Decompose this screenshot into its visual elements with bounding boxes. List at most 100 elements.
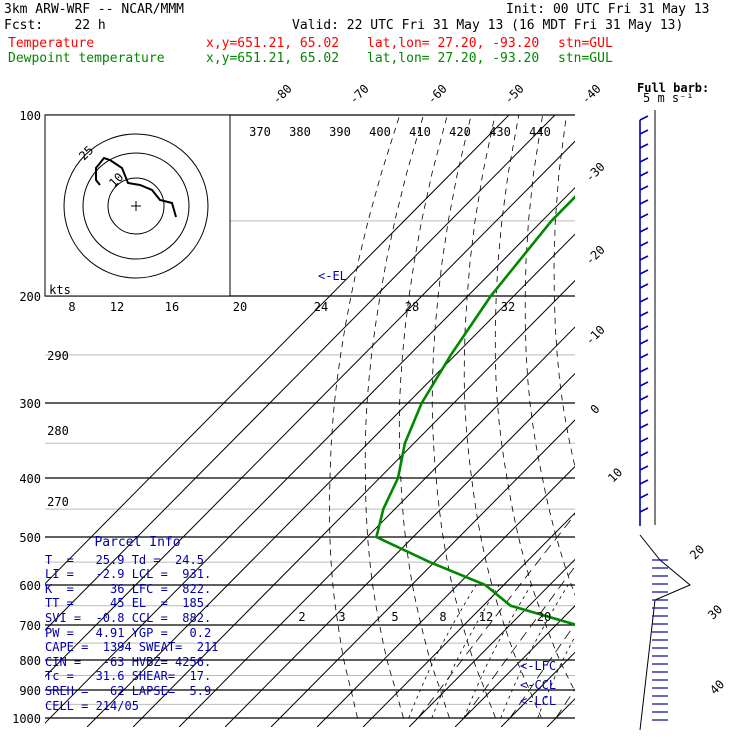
temp-axis-label: 20 xyxy=(687,542,707,562)
wind-barb xyxy=(639,311,649,330)
pressure-label: 800 xyxy=(19,654,41,668)
isotherm xyxy=(593,115,740,727)
wind-barb xyxy=(639,255,649,274)
forecast-hour: Fcst: 22 h xyxy=(4,18,106,33)
isotherm xyxy=(454,605,575,727)
parcel-row: Tc = 31.6 SHEAR= 17. xyxy=(45,669,212,684)
wind-barb xyxy=(639,241,649,260)
wind-barb xyxy=(639,381,649,400)
parcel-row: SREH = 62 LAPSE= 5.9 xyxy=(45,683,212,698)
wind-barb xyxy=(639,129,649,148)
mixing-ratio-label: 8 xyxy=(439,610,446,624)
hodograph-trace xyxy=(95,156,177,218)
temp-axis-label: -70 xyxy=(347,82,372,107)
wind-barb xyxy=(639,465,649,484)
temp-axis-label: -40 xyxy=(579,82,604,107)
xy-readout-1: x,y=651.21, 65.02 xyxy=(206,36,340,51)
mixing-ratio-line xyxy=(584,585,651,718)
init-time: Init: 00 UTC Fri 31 May 13 xyxy=(506,2,710,17)
pressure-label: 100 xyxy=(19,109,41,123)
wind-barb-flag xyxy=(639,297,649,303)
sounding-curves xyxy=(375,115,740,718)
wind-barb xyxy=(639,283,649,302)
theta-left-label: 290 xyxy=(47,349,69,363)
dry-adiabat xyxy=(463,115,542,719)
dry-adiabat xyxy=(431,115,496,719)
dry-adiabat xyxy=(709,115,740,718)
wind-barb xyxy=(639,157,649,176)
wind-barb xyxy=(639,437,649,456)
wind-barb-flag xyxy=(639,171,649,177)
wind-barb-flag xyxy=(639,311,649,317)
legend-dewpoint: Dewpoint temperature xyxy=(8,51,165,66)
dry-adiabat xyxy=(733,115,740,718)
temp-axis-label: -60 xyxy=(425,82,450,107)
mixing-ratio-line xyxy=(408,584,477,719)
wind-barb xyxy=(639,423,649,442)
parcel-row: PW = 4.91 YGP = 0.2 xyxy=(45,625,212,640)
wind-speed-label: 28 xyxy=(405,300,419,314)
temp-axis-label: 40 xyxy=(707,677,727,697)
parcel-row: CELL = 214/05 xyxy=(45,698,139,713)
wind-speed-label: 32 xyxy=(501,300,515,314)
pressure-label: 500 xyxy=(19,531,41,545)
wind-barb xyxy=(639,143,649,162)
legend-temperature: Temperature xyxy=(8,36,95,51)
wind-barb xyxy=(639,367,649,386)
pressure-label: 900 xyxy=(19,684,41,698)
parcel-row: K = 36 LFC = 822. xyxy=(45,581,212,596)
isotherm xyxy=(362,512,575,727)
model-title: 3km ARW-WRF -- NCAR/MMM xyxy=(4,2,185,17)
wind-barb xyxy=(639,171,649,190)
parcel-title: Parcel Info xyxy=(94,535,181,550)
latlon-readout-1: lat,lon= 27.20, -93.20 xyxy=(367,36,540,51)
station-readout-1: stn=GUL xyxy=(558,36,613,51)
isotherm xyxy=(639,115,740,727)
wind-barbs xyxy=(639,110,691,731)
temp-axis-label: -30 xyxy=(583,160,608,185)
dry-adiabat xyxy=(524,115,575,596)
wind-barb xyxy=(639,297,649,316)
series-line xyxy=(583,115,740,718)
moist-adiabat xyxy=(463,565,575,719)
wind-speed-label: 20 xyxy=(233,300,247,314)
wind-barb-flag xyxy=(639,339,649,345)
temp-axis-label: 0 xyxy=(588,402,603,417)
wind-barb-flag xyxy=(639,325,649,331)
parcel-row: T = 25.9 Td = 24.5 xyxy=(45,552,204,567)
pressure-label: 400 xyxy=(19,472,41,486)
mixing-ratio-label: 3 xyxy=(338,610,345,624)
moist-adiabat xyxy=(417,513,575,719)
temp-axis-label: -10 xyxy=(583,323,608,348)
dry-adiabat xyxy=(364,115,424,719)
wind-barb-flag xyxy=(639,465,649,471)
dry-adiabat xyxy=(329,115,401,719)
wind-barb-flag xyxy=(639,213,649,219)
wind-barb-flag xyxy=(639,451,649,457)
parcel-row: TT = 45 EL = 185. xyxy=(45,596,212,611)
theta-label: 390 xyxy=(329,125,351,139)
wind-barb-flag xyxy=(639,115,649,121)
wind-barb-flag xyxy=(639,227,649,233)
dry-adiabat xyxy=(609,115,740,718)
theta-label: 380 xyxy=(289,125,311,139)
pressure-label: 200 xyxy=(19,290,41,304)
wind-barb xyxy=(639,227,649,246)
wind-speed-label: 16 xyxy=(165,300,179,314)
theta-label: 430 xyxy=(489,125,511,139)
isobars xyxy=(45,114,575,719)
wind-speed-label: 8 xyxy=(68,300,75,314)
wind-barb xyxy=(639,115,649,134)
temp-axis-label: 10 xyxy=(605,465,625,485)
wind-barb-flag xyxy=(639,129,649,135)
moist-adiabat xyxy=(602,296,740,718)
barb-legend-units: 5 m s⁻¹ xyxy=(643,91,694,105)
valid-time: Valid: 22 UTC Fri 31 May 13 (16 MDT Fri … xyxy=(292,18,684,33)
dry-adiabat xyxy=(582,115,726,718)
barb-legend-title: Full barb: xyxy=(637,81,709,95)
wind-barb xyxy=(639,325,649,344)
mixing-ratio-label: 5 xyxy=(391,610,398,624)
wind-barb-flag xyxy=(639,493,649,499)
pressure-label: 1000 xyxy=(12,712,41,726)
isotherm xyxy=(270,419,575,727)
